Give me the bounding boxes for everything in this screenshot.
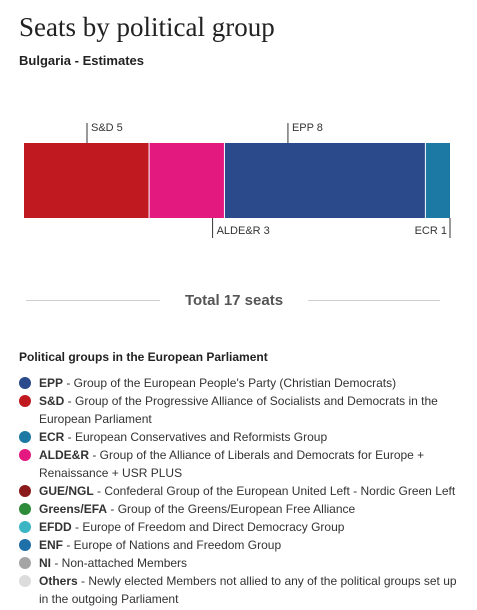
legend-swatch xyxy=(19,539,31,551)
legend: Political groups in the European Parliam… xyxy=(19,350,469,608)
legend-item: ECR - European Conservatives and Reformi… xyxy=(19,428,469,446)
seats-bar-chart: S&D 5 ALDE&R 3 EPP 8 ECR 1 xyxy=(0,110,477,260)
legend-description: - Europe of Nations and Freedom Group xyxy=(63,538,282,552)
legend-item: Greens/EFA - Group of the Greens/Europea… xyxy=(19,500,469,518)
legend-description: - Group of the Greens/European Free Alli… xyxy=(107,502,356,516)
legend-description: - European Conservatives and Reformists … xyxy=(64,430,328,444)
legend-abbr: GUE/NGL xyxy=(39,484,94,498)
legend-swatch xyxy=(19,485,31,497)
legend-description: - Group of the European People's Party (… xyxy=(63,376,397,390)
legend-swatch xyxy=(19,575,31,587)
legend-abbr: ECR xyxy=(39,430,65,444)
legend-abbr: EPP xyxy=(39,376,64,390)
legend-description: - Newly elected Members not allied to an… xyxy=(39,574,457,606)
chart-subtitle: Bulgaria - Estimates xyxy=(19,53,144,68)
legend-abbr: Greens/EFA xyxy=(39,502,108,516)
legend-list: EPP - Group of the European People's Par… xyxy=(19,374,469,608)
legend-title: Political groups in the European Parliam… xyxy=(19,350,268,364)
bar-segment-alde-r xyxy=(149,143,224,218)
total-seats-row: Total 17 seats xyxy=(0,288,477,314)
data-label-s-d: S&D 5 xyxy=(91,122,123,134)
legend-item: EFDD - Europe of Freedom and Direct Demo… xyxy=(19,518,469,536)
data-label-epp: EPP 8 xyxy=(292,122,323,134)
legend-abbr: EFDD xyxy=(39,520,72,534)
legend-abbr: ENF xyxy=(39,538,63,552)
legend-abbr: NI xyxy=(39,556,51,570)
legend-swatch xyxy=(19,557,31,569)
legend-description: - Group of the Alliance of Liberals and … xyxy=(39,448,425,480)
legend-item: Others - Newly elected Members not allie… xyxy=(19,572,469,608)
divider-right xyxy=(308,300,440,301)
legend-description: - Europe of Freedom and Direct Democracy… xyxy=(71,520,345,534)
legend-swatch xyxy=(19,503,31,515)
legend-abbr: ALDE&R xyxy=(39,448,89,462)
legend-abbr: S&D xyxy=(39,394,65,408)
bar-segment-s-d xyxy=(24,143,149,218)
legend-item: EPP - Group of the European People's Par… xyxy=(19,374,469,392)
legend-description: - Group of the Progressive Alliance of S… xyxy=(39,394,438,426)
bar-segment-epp xyxy=(224,143,425,218)
total-seats-label: Total 17 seats xyxy=(184,292,284,309)
divider-left xyxy=(26,300,160,301)
legend-item: NI - Non-attached Members xyxy=(19,554,469,572)
legend-swatch xyxy=(19,395,31,407)
legend-item: S&D - Group of the Progressive Alliance … xyxy=(19,392,469,428)
legend-description: - Non-attached Members xyxy=(51,556,188,570)
legend-swatch xyxy=(19,521,31,533)
legend-swatch xyxy=(19,377,31,389)
legend-item: ALDE&R - Group of the Alliance of Libera… xyxy=(19,446,469,482)
legend-swatch xyxy=(19,449,31,461)
chart-title: Seats by political group xyxy=(19,12,275,42)
legend-item: GUE/NGL - Confederal Group of the Europe… xyxy=(19,482,469,500)
data-label-alde-r: ALDE&R 3 xyxy=(217,225,270,237)
data-label-ecr: ECR 1 xyxy=(415,225,447,237)
legend-description: - Confederal Group of the European Unite… xyxy=(93,484,456,498)
bar-segment-ecr xyxy=(425,143,450,218)
legend-swatch xyxy=(19,431,31,443)
legend-abbr: Others xyxy=(39,574,78,588)
legend-item: ENF - Europe of Nations and Freedom Grou… xyxy=(19,536,469,554)
